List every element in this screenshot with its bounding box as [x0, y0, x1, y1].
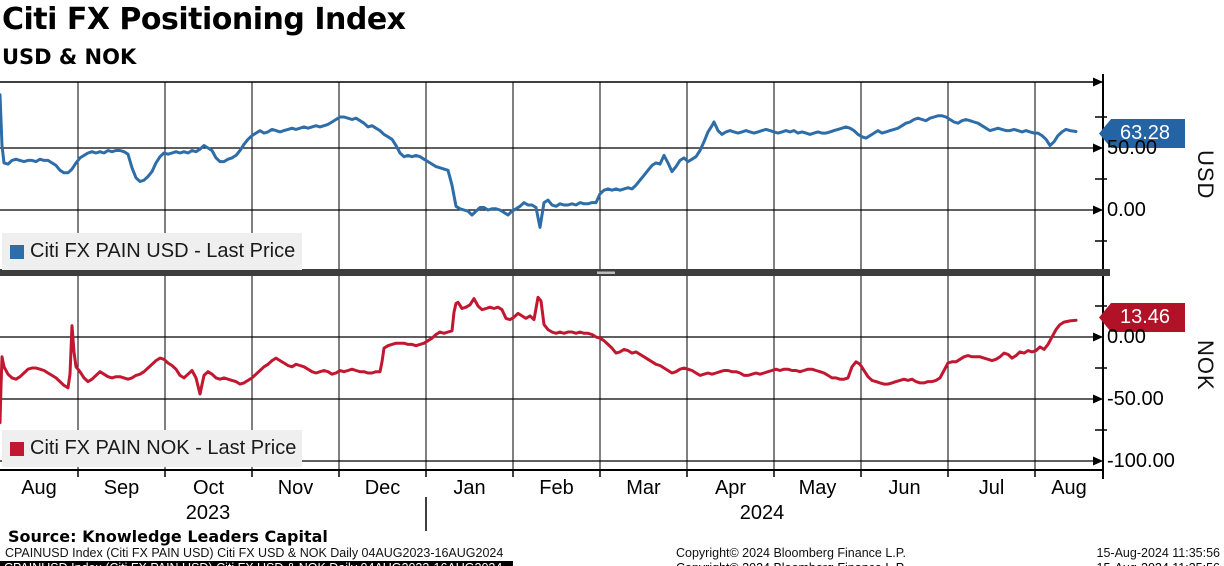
ytick-nok--100.00: -100.00 [1107, 450, 1175, 472]
month-label-12: Aug [1051, 477, 1087, 499]
page-title: Citi FX Positioning Index [2, 2, 406, 37]
ytick-usd-0.00: 0.00 [1107, 199, 1146, 221]
ytick-usd-50.00: 50.00 [1107, 137, 1158, 159]
ytick-nok--50.00: -50.00 [1107, 388, 1164, 410]
page-subtitle: USD & NOK [2, 45, 137, 69]
legend-nok-swatch-icon [10, 441, 24, 456]
bottom-bar-timestamp: 15-Aug-2024 11:35:56 [1097, 561, 1220, 566]
year-label-2024: 2024 [739, 502, 785, 524]
legend-usd-label: Citi FX PAIN USD - Last Price [30, 240, 296, 262]
month-label-10: Jun [888, 477, 921, 499]
ytick-nok-0.00: 0.00 [1107, 326, 1146, 348]
month-label-5: Jan [453, 477, 486, 499]
legend-nok-label: Citi FX PAIN NOK - Last Price [30, 437, 297, 459]
axis-title-nok: NOK [1193, 340, 1218, 391]
legend-usd-swatch-icon [10, 244, 24, 259]
month-label-0: Aug [21, 477, 57, 499]
month-label-8: Apr [714, 477, 747, 499]
last-price-flag-usd: 63.28 [1099, 119, 1185, 148]
footer-security-line: CPAINUSD Index (Citi FX PAIN USD) Citi F… [5, 546, 504, 560]
series-line-usd [0, 93, 1078, 229]
month-label-11: Jul [978, 477, 1005, 499]
month-label-4: Dec [364, 477, 401, 499]
bottom-bar-copyright: Copyright© 2024 Bloomberg Finance L.P. [676, 561, 906, 566]
footer-copyright: Copyright© 2024 Bloomberg Finance L.P. [676, 546, 906, 560]
axis-title-usd: USD [1193, 150, 1218, 200]
separator-drag-handle[interactable] [597, 271, 615, 275]
month-label-9: May [798, 477, 837, 499]
bottom-bar: CPAINUSD Index (Citi FX PAIN USD) Citi F… [0, 561, 1224, 566]
month-label-3: Nov [277, 477, 314, 499]
bottom-bar-security-line: CPAINUSD Index (Citi FX PAIN USD) Citi F… [0, 561, 513, 566]
month-label-2: Oct [192, 477, 225, 499]
month-label-6: Feb [539, 477, 574, 499]
last-price-flag-nok: 13.46 [1099, 303, 1185, 332]
legend-nok[interactable]: Citi FX PAIN NOK - Last Price [2, 430, 302, 467]
month-label-7: Mar [626, 477, 661, 499]
footer-timestamp: 15-Aug-2024 11:35:56 [1096, 546, 1220, 560]
series-line-nok [0, 295, 1078, 425]
panel-separator [0, 269, 1110, 276]
year-label-2023: 2023 [185, 502, 231, 524]
source-line: Source: Knowledge Leaders Capital [8, 527, 328, 546]
month-label-1: Sep [103, 477, 140, 499]
legend-usd[interactable]: Citi FX PAIN USD - Last Price [2, 233, 302, 270]
